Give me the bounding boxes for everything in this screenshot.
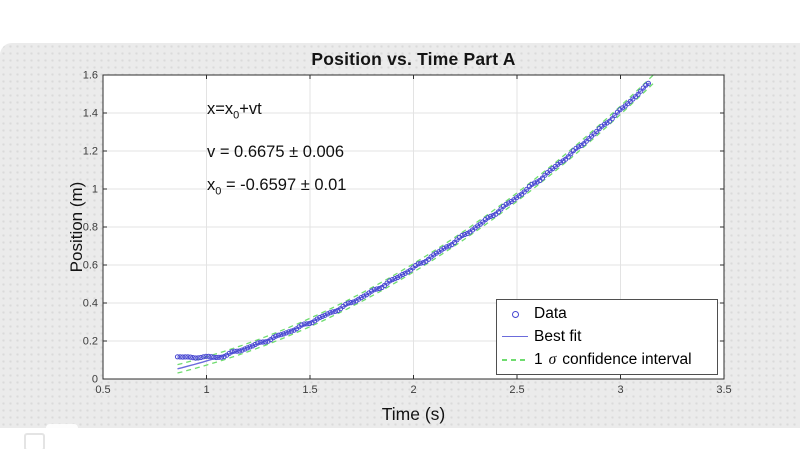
velocity-text: v = 0.6675 ± 0.006 xyxy=(207,143,345,161)
intercept-value-annotation: x0 = -0.6597 ± 0.01 xyxy=(207,176,347,198)
dashed-line-icon xyxy=(502,358,528,361)
watermark-square-shape xyxy=(24,433,45,449)
legend-label: Best fit xyxy=(534,327,582,345)
sigma-symbol: σ xyxy=(548,350,557,368)
legend-box: Data Best fit 1 σ confidence interval xyxy=(496,299,718,375)
velocity-value-annotation: v = 0.6675 ± 0.006 xyxy=(207,143,344,164)
open-circle-icon xyxy=(511,310,519,318)
legend-item-data: Data xyxy=(502,305,717,323)
intercept-text: x xyxy=(207,176,216,194)
y-axis-label: Position (m) xyxy=(67,181,86,273)
svg-text:0.8: 0.8 xyxy=(83,222,98,234)
dashed-swatch xyxy=(502,358,528,361)
data-marker-swatch xyxy=(502,310,528,318)
legend-label-pre: 1 xyxy=(534,350,543,368)
solid-line-icon xyxy=(502,336,528,338)
matlab-figure-window: Position vs. Time Part A 0.5 1 1.5 2 2.5 3 3.5… xyxy=(0,43,800,428)
svg-text:0.6: 0.6 xyxy=(83,260,98,272)
legend-label-post: confidence interval xyxy=(562,350,692,368)
watermark-bubble-shape xyxy=(46,424,78,441)
equation-text: +vt xyxy=(239,100,262,118)
svg-text:1.5: 1.5 xyxy=(302,384,317,396)
svg-text:1: 1 xyxy=(92,184,98,196)
svg-text:1.4: 1.4 xyxy=(83,108,98,120)
svg-text:2.5: 2.5 xyxy=(509,384,524,396)
legend-item-confidence-interval: 1 σ confidence interval xyxy=(502,351,717,369)
svg-text:1: 1 xyxy=(203,384,209,396)
svg-text:0.5: 0.5 xyxy=(95,384,110,396)
svg-text:3.5: 3.5 xyxy=(716,384,731,396)
x-axis-label: Time (s) xyxy=(381,404,446,424)
line-swatch xyxy=(502,336,528,338)
svg-text:2: 2 xyxy=(410,384,416,396)
watermark-logo xyxy=(24,423,94,449)
chart-title: Position vs. Time Part A xyxy=(311,49,516,69)
legend-label: Data xyxy=(534,305,567,323)
intercept-subscript: 0 xyxy=(215,185,222,198)
svg-text:1.6: 1.6 xyxy=(83,70,98,82)
fit-equation-annotation: x=x0+vt xyxy=(207,100,262,121)
svg-text:0.4: 0.4 xyxy=(83,298,98,310)
equation-text: x=x xyxy=(207,100,234,118)
svg-text:0: 0 xyxy=(92,374,98,386)
equation-subscript: 0 xyxy=(233,109,240,122)
svg-text:0.2: 0.2 xyxy=(83,336,98,348)
legend-item-best-fit: Best fit xyxy=(502,328,717,346)
svg-text:3: 3 xyxy=(617,384,623,396)
svg-text:1.2: 1.2 xyxy=(83,146,98,158)
